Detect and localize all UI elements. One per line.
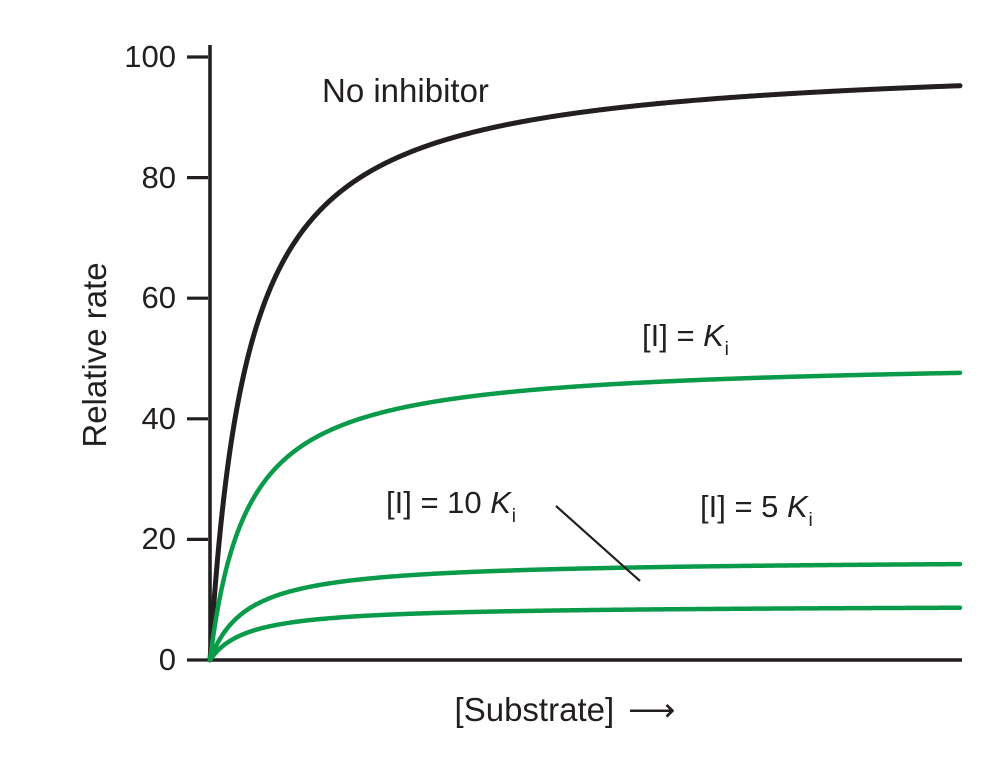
label-ki-subscript: i — [724, 339, 729, 361]
right-arrow-icon: ⟶ — [628, 691, 676, 728]
label-10ki-prefix: [I] = 10 — [386, 485, 491, 520]
label-no-inhibitor: No inhibitor — [322, 72, 489, 109]
x-axis-title: [Substrate] ⟶ — [455, 690, 676, 729]
label-5ki-symbol: K — [787, 489, 808, 524]
curve-i-ki — [207, 370, 963, 663]
curve-i-10-ki — [207, 605, 963, 663]
label-5ki-prefix: [I] = 5 — [700, 489, 788, 524]
label-inhibitor-equals-10ki: [I] = 10 Ki — [386, 485, 516, 528]
label-ki-symbol: K — [703, 318, 724, 353]
label-5ki-subscript: i — [808, 510, 813, 532]
curve-i-5-ki — [207, 561, 963, 663]
curve-no-inhibitor — [207, 83, 963, 663]
y-tick-label: 20 — [141, 521, 176, 557]
y-tick-label: 0 — [158, 642, 176, 677]
label-inhibitor-equals-5ki: [I] = 5 Ki — [700, 489, 813, 532]
label-10ki-subscript: i — [511, 506, 516, 528]
y-tick-label: 40 — [141, 400, 176, 436]
y-tick-label: 100 — [124, 39, 176, 74]
label-ki-prefix: [I] = — [642, 318, 704, 353]
y-tick-label: 80 — [141, 159, 176, 195]
label-inhibitor-equals-ki: [I] = Ki — [642, 318, 729, 361]
y-tick-label: 60 — [141, 280, 176, 316]
x-axis-title-text: [Substrate] — [454, 691, 615, 728]
leader-line-10ki — [555, 505, 641, 582]
label-10ki-symbol: K — [490, 485, 511, 520]
